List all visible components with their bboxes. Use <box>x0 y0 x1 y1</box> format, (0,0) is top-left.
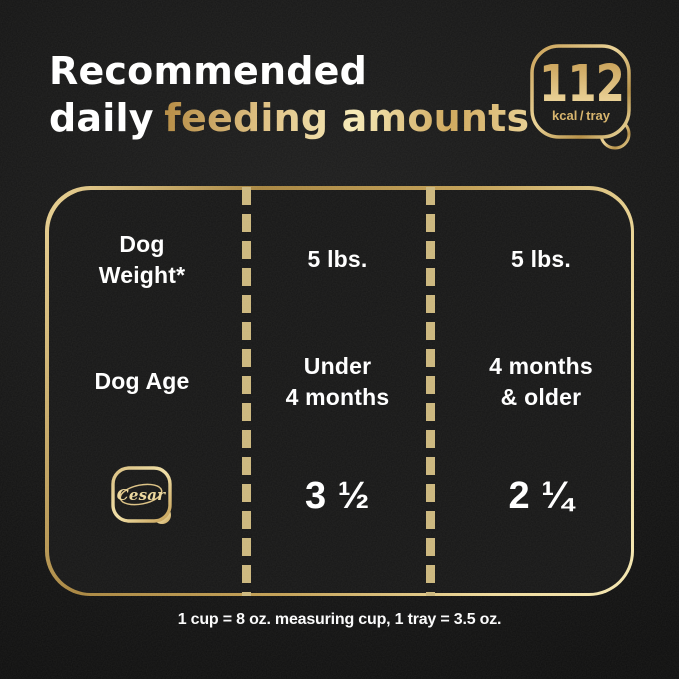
page-title: Recommended daily feeding amounts <box>49 48 529 142</box>
cell-trays-4-months-older: 2 ¼ <box>508 475 574 517</box>
row-label-dog-age: Dog Age <box>94 368 190 394</box>
footnote: 1 cup = 8 oz. measuring cup, 1 tray = 3.… <box>177 611 502 628</box>
title-line-1: Recommended <box>49 49 368 93</box>
cell-trays-under-4-months: 3 ½ <box>305 475 370 517</box>
row-label-trays: Cesar <box>49 434 246 560</box>
cell-weight-under-4-months: 5 lbs. <box>307 246 368 272</box>
cesar-logo: Cesar <box>110 466 172 524</box>
title-line2-gold: feeding amounts <box>164 96 530 140</box>
dashed-divider-2 <box>425 186 435 596</box>
feeding-table: Dog Weight* 5 lbs. 5 lbs. Dog Age Under … <box>45 186 634 596</box>
kcal-unit: kcal / tray <box>552 108 610 123</box>
kcal-value: 112 <box>539 55 625 114</box>
kcal-badge: 112 kcal / tray <box>530 44 632 156</box>
feeding-table-body: Dog Weight* 5 lbs. 5 lbs. Dog Age Under … <box>48 186 631 596</box>
cell-weight-4-months-older: 5 lbs. <box>510 246 571 272</box>
dashed-divider-1 <box>241 186 251 596</box>
cesar-logo-text: Cesar <box>116 486 165 504</box>
row-label-dog-weight: Dog Weight* <box>98 230 186 288</box>
cell-age-under-4-months: Under 4 months <box>285 352 390 410</box>
cell-age-4-months-older: 4 months & older <box>489 352 593 410</box>
title-line-2: daily feeding amounts <box>49 95 529 142</box>
title-line2-white: daily <box>49 96 154 140</box>
